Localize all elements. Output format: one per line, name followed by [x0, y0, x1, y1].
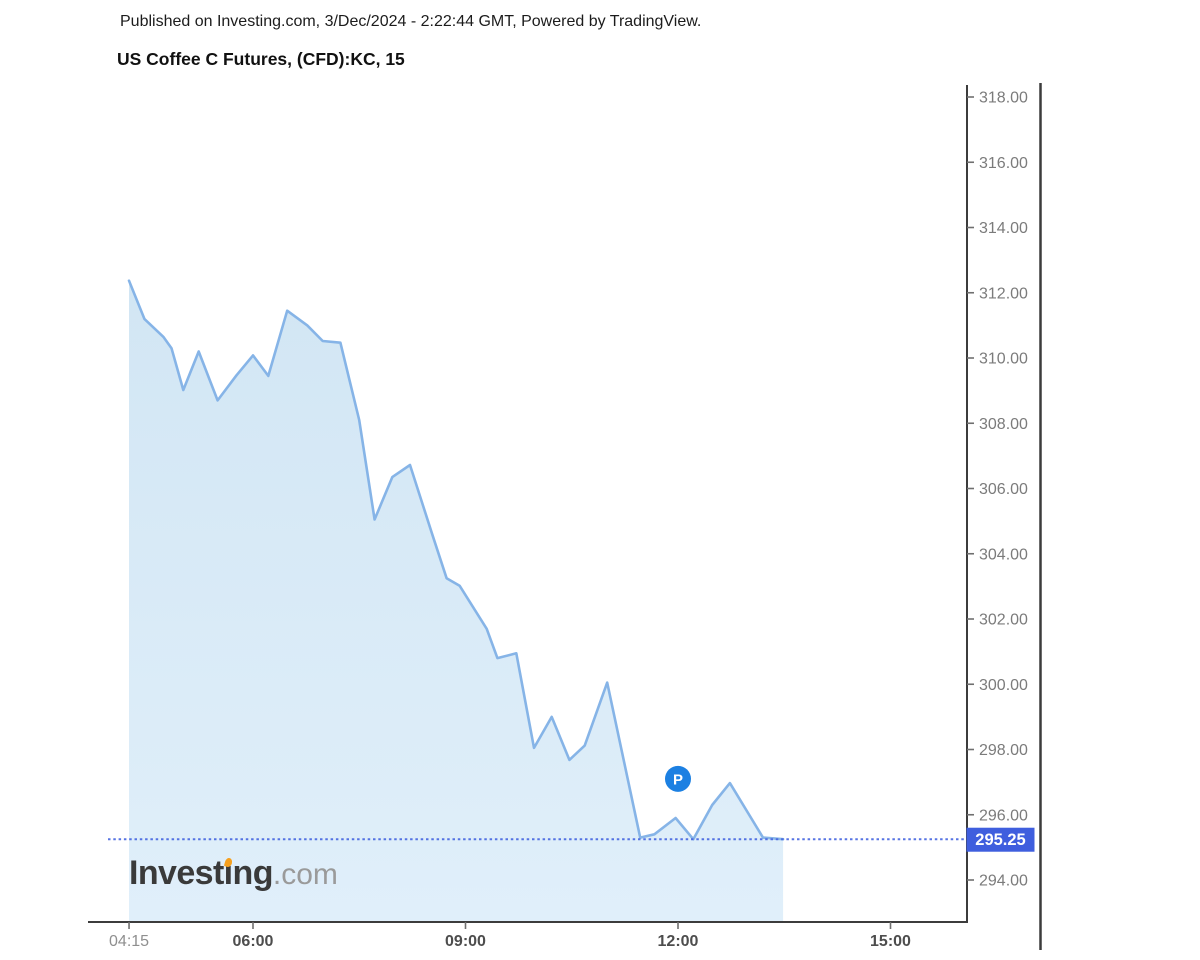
y-tick-label: 294.00	[979, 873, 1028, 890]
p-marker-icon	[664, 765, 691, 792]
x-tick-label: 12:00	[658, 933, 699, 950]
y-tick-label: 304.00	[979, 546, 1028, 563]
y-tick-label: 300.00	[979, 677, 1028, 694]
logo-i: ı	[223, 854, 233, 892]
published-line: Published on Investing.com, 3/Dec/2024 -…	[120, 13, 702, 30]
y-tick-label: 298.00	[979, 742, 1028, 759]
y-tick-label: 314.00	[979, 220, 1028, 237]
investing-logo: Investı ng.com	[129, 856, 338, 890]
y-tick-label: 308.00	[979, 416, 1028, 433]
x-tick-label: 09:00	[445, 933, 486, 950]
last-price-badge	[966, 827, 1035, 852]
y-tick-label: 318.00	[979, 90, 1028, 107]
x-tick-label: 15:00	[870, 933, 911, 950]
logo-part2: ng	[232, 854, 274, 892]
symbol-title: US Coffee C Futures, (CFD):KC, 15	[117, 49, 405, 69]
price-series-line	[127, 279, 785, 841]
x-tick-label: 06:00	[233, 933, 274, 950]
logo-wordmark: Investı ng	[129, 854, 273, 892]
last-price-value: 295.25	[975, 831, 1025, 849]
y-tick-label: 310.00	[979, 351, 1028, 368]
y-tick-label: 306.00	[979, 481, 1028, 498]
x-tick-label: 04:15	[109, 933, 149, 950]
logo-i-char: ı	[223, 854, 233, 892]
y-tick-label: 302.00	[979, 612, 1028, 629]
logo-suffix: .com	[272, 858, 338, 891]
y-tick-label: 312.00	[979, 285, 1028, 302]
y-tick-label: 296.00	[979, 807, 1028, 824]
area-fill	[129, 280, 784, 921]
y-tick-label: 316.00	[979, 155, 1028, 172]
logo-part1: Invest	[129, 854, 224, 892]
p-marker-label: P	[673, 771, 683, 788]
